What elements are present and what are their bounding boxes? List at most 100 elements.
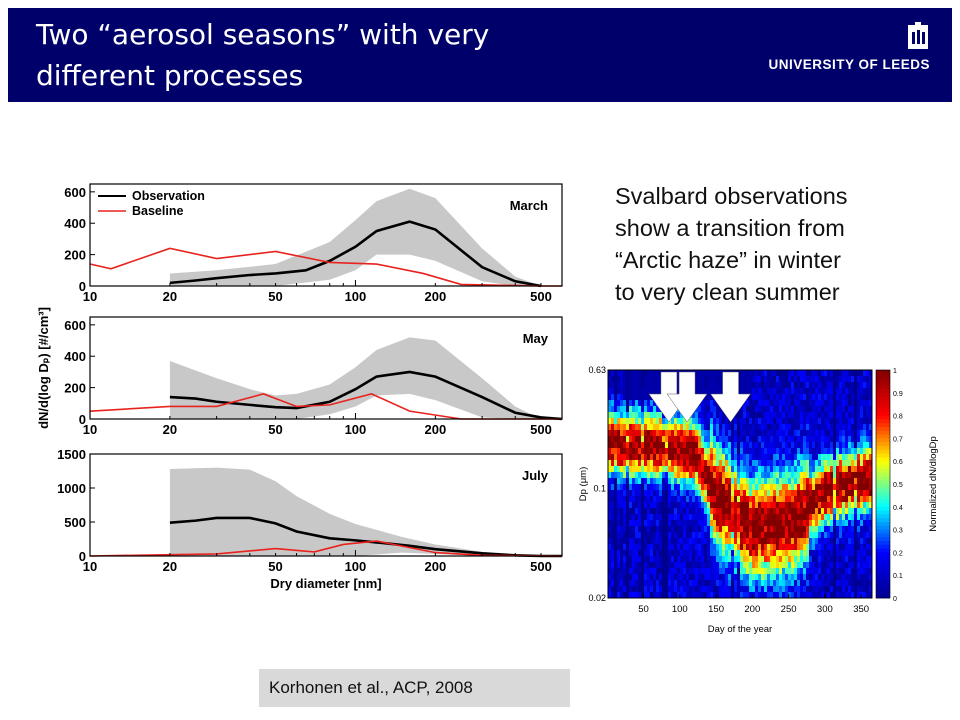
heatmap-cell — [782, 436, 786, 443]
heatmap-cell — [620, 400, 624, 407]
heatmap-cell — [716, 370, 720, 377]
colorbar-segment — [876, 392, 890, 397]
heatmap-cell — [719, 406, 723, 413]
heatmap-cell — [791, 574, 795, 581]
heatmap-cell — [830, 376, 834, 383]
heatmap-cell — [746, 520, 750, 527]
heatmap-cell — [611, 388, 615, 395]
heatmap-cell — [647, 376, 651, 383]
heatmap-cell — [839, 532, 843, 539]
heatmap-cell — [716, 520, 720, 527]
heatmap-cell — [713, 484, 717, 491]
heatmap-cell — [797, 442, 801, 449]
heatmap-cell — [674, 526, 678, 533]
heatmap-cell — [815, 442, 819, 449]
heatmap-cell — [749, 424, 753, 431]
heatmap-cell — [728, 532, 732, 539]
heatmap-cell — [614, 544, 618, 551]
heatmap-cell — [800, 478, 804, 485]
heatmap-cell — [728, 472, 732, 479]
heatmap-cell — [638, 562, 642, 569]
heatmap-cell — [656, 472, 660, 479]
heatmap-cell — [713, 514, 717, 521]
heatmap-cell — [839, 412, 843, 419]
colorbar-segment — [876, 575, 890, 580]
heatmap-cell — [656, 388, 660, 395]
heatmap-cell — [836, 538, 840, 545]
heatmap-cell — [698, 502, 702, 509]
y-tick-label: 500 — [64, 515, 86, 530]
heatmap-cell — [818, 532, 822, 539]
heatmap-cell — [611, 460, 615, 467]
heatmap-cell — [869, 436, 873, 443]
heatmap-cell — [767, 568, 771, 575]
heatmap-cell — [620, 568, 624, 575]
heatmap-cell — [689, 454, 693, 461]
heatmap-cell — [608, 418, 612, 425]
heatmap-cell — [785, 592, 789, 599]
heatmap-cell — [761, 418, 765, 425]
heatmap-cell — [722, 586, 726, 593]
heatmap-cell — [617, 568, 621, 575]
heatmap-cell — [854, 436, 858, 443]
heatmap-cell — [665, 442, 669, 449]
heatmap-cell — [833, 430, 837, 437]
heatmap-cell — [671, 580, 675, 587]
heatmap-cell — [803, 544, 807, 551]
heatmap-cell — [611, 580, 615, 587]
heatmap-cell — [698, 484, 702, 491]
heatmap-cell — [710, 526, 714, 533]
heatmap-cell — [728, 538, 732, 545]
heatmap-cell — [641, 466, 645, 473]
heatmap-cell — [674, 568, 678, 575]
caption-line-2: show a transition from — [615, 215, 845, 241]
heatmap-cell — [665, 424, 669, 431]
heatmap-cell — [863, 514, 867, 521]
heatmap-cell — [710, 550, 714, 557]
heatmap-cell — [746, 586, 750, 593]
colorbar-segment — [876, 541, 890, 546]
heatmap-cell — [812, 556, 816, 563]
heatmap-cell — [770, 574, 774, 581]
heatmap-cell — [731, 472, 735, 479]
heatmap-cell — [701, 478, 705, 485]
heatmap-cell — [797, 424, 801, 431]
heatmap-cell — [623, 370, 627, 377]
heatmap-cell — [755, 490, 759, 497]
heatmap-cell — [749, 526, 753, 533]
heatmap-cell — [611, 442, 615, 449]
heatmap-cell — [863, 532, 867, 539]
heatmap-cell — [608, 382, 612, 389]
heatmap-cell — [815, 418, 819, 425]
heatmap-cell — [653, 508, 657, 515]
heatmap-cell — [818, 370, 822, 377]
heatmap-cell — [707, 436, 711, 443]
heatmap-cell — [656, 514, 660, 521]
heatmap-cell — [608, 466, 612, 473]
heatmap-cell — [755, 592, 759, 599]
heatmap-cell — [653, 382, 657, 389]
heatmap-cell — [863, 496, 867, 503]
heatmap-cell — [662, 544, 666, 551]
heatmap-cell — [698, 514, 702, 521]
heatmap-cell — [779, 412, 783, 419]
heatmap-cell — [620, 424, 624, 431]
heatmap-cell — [650, 412, 654, 419]
heatmap-cell — [752, 532, 756, 539]
heatmap-cell — [608, 460, 612, 467]
heatmap-cell — [755, 418, 759, 425]
heatmap-cell — [623, 586, 627, 593]
heatmap-cell — [737, 472, 741, 479]
heatmap-cell — [698, 382, 702, 389]
heatmap-cell — [653, 592, 657, 599]
heatmap-cell — [851, 574, 855, 581]
heatmap-cell — [842, 514, 846, 521]
heatmap-cell — [701, 532, 705, 539]
heatmap-cell — [815, 556, 819, 563]
heatmap-cell — [809, 436, 813, 443]
heatmap-cell — [770, 556, 774, 563]
heatmap-cell — [638, 484, 642, 491]
heatmap-cell — [698, 472, 702, 479]
heatmap-cell — [833, 586, 837, 593]
heatmap-cell — [638, 568, 642, 575]
